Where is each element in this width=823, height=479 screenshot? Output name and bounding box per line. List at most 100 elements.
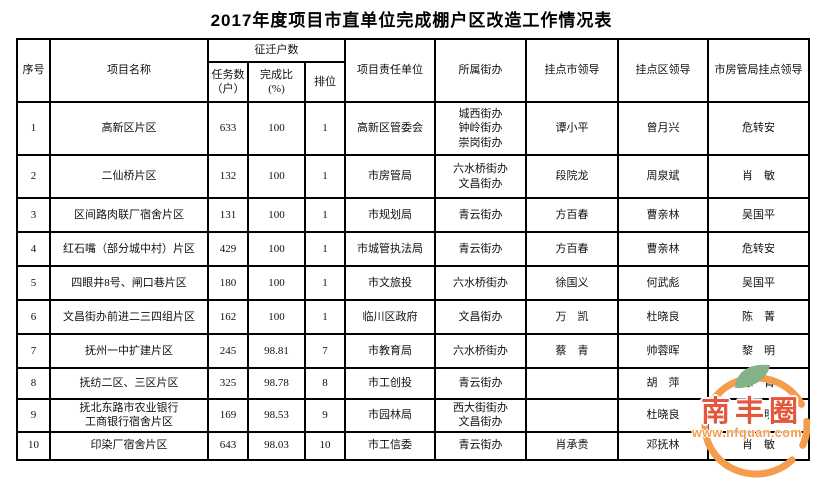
cell-city-leader — [525, 367, 620, 400]
header-serial: 序号 — [16, 38, 51, 103]
cell-city-leader: 方百春 — [525, 231, 620, 267]
table-row: 10 印染厂宿舍片区 643 98.03 10 市工信委 青云街办 肖承贵 邓抚林肖 敏 — [16, 430, 811, 461]
cell-responsible-unit: 市园林局 — [344, 398, 437, 433]
cell-task-count: 325 — [207, 367, 249, 400]
cell-district-leader: 曹亲林 — [617, 231, 710, 267]
table-body: 1 高新区片区 633 100 1 高新区管委会 城西街办 钟岭街办 崇岗街办 谭小平 曾月兴危… — [16, 101, 811, 461]
cell-street-office: 青云街办 — [434, 430, 528, 461]
cell-housing-bureau-leader: 危转安 — [707, 101, 811, 156]
cell-street-office: 青云街办 — [434, 197, 528, 233]
cell-completion-pct: 100 — [247, 299, 306, 335]
cell-housing-bureau-leader: 黎 明 — [707, 333, 811, 369]
cell-serial: 1 — [16, 101, 51, 156]
cell-housing-bureau-leader: 陈 菁 — [707, 367, 811, 400]
cell-city-leader: 谭小平 — [525, 101, 620, 156]
table-header: 序号 项目名称 征迁户数 项目责任单位 所属街办 挂点市领导 挂点区领导 市房管… — [16, 38, 811, 103]
cell-responsible-unit: 市工创投 — [344, 367, 437, 400]
cell-project-name: 抚北东路市农业银行 工商银行宿舍片区 — [49, 398, 209, 433]
cell-city-leader: 方百春 — [525, 197, 620, 233]
cell-project-name: 抚纺二区、三区片区 — [49, 367, 209, 400]
table-row: 2 二仙桥片区 132 100 1 市房管局 六水桥街办 文昌街办 段院龙 周泉斌肖 敏 — [16, 154, 811, 199]
projects-table: 序号 项目名称 征迁户数 项目责任单位 所属街办 挂点市领导 挂点区领导 市房管… — [16, 38, 811, 461]
cell-task-count: 162 — [207, 299, 249, 335]
cell-street-office: 六水桥街办 — [434, 265, 528, 301]
cell-project-name: 印染厂宿舍片区 — [49, 430, 209, 461]
cell-city-leader — [525, 398, 620, 433]
cell-city-leader: 肖承贵 — [525, 430, 620, 461]
cell-project-name: 高新区片区 — [49, 101, 209, 156]
cell-rank: 1 — [303, 101, 347, 156]
cell-serial: 9 — [16, 398, 51, 433]
cell-street-office: 城西街办 钟岭街办 崇岗街办 — [434, 101, 528, 156]
cell-completion-pct: 100 — [247, 101, 306, 156]
cell-district-leader: 曾月兴 — [617, 101, 710, 156]
cell-housing-bureau-leader: 陈 菁 — [707, 299, 811, 335]
cell-rank: 1 — [303, 197, 347, 233]
cell-street-office: 文昌街办 — [434, 299, 528, 335]
cell-task-count: 169 — [207, 398, 249, 433]
cell-responsible-unit: 市规划局 — [344, 197, 437, 233]
table-row: 3 区间路肉联厂宿舍片区 131 100 1 市规划局 青云街办 方百春 曹亲林 吴国平 — [16, 197, 811, 233]
cell-street-office: 青云街办 — [434, 367, 528, 400]
header-completion-pct: 完成比 (%) — [247, 61, 306, 103]
table-row: 4 红石嘴（部分城中村）片区 429 100 1 市城管执法局 青云街办 方百春 曹亲林 危转安 — [16, 231, 811, 267]
cell-housing-bureau-leader: 吴国平 — [707, 265, 811, 301]
cell-responsible-unit: 市文旅投 — [344, 265, 437, 301]
cell-completion-pct: 100 — [247, 231, 306, 267]
cell-city-leader: 徐国义 — [525, 265, 620, 301]
cell-project-name: 二仙桥片区 — [49, 154, 209, 199]
cell-project-name: 四眼井8号、闸口巷片区 — [49, 265, 209, 301]
cell-district-leader: 杜晓良 — [617, 299, 710, 335]
cell-serial: 8 — [16, 367, 51, 400]
page-title: 2017年度项目市直单位完成棚户区改造工作情况表 — [210, 11, 613, 30]
cell-project-name: 区间路肉联厂宿舍片区 — [49, 197, 209, 233]
cell-district-leader: 曹亲林 — [617, 197, 710, 233]
table-row: 1 高新区片区 633 100 1 高新区管委会 城西街办 钟岭街办 崇岗街办 谭小平 曾月兴危… — [16, 101, 811, 156]
header-project-name: 项目名称 — [49, 38, 209, 103]
table-row: 8 抚纺二区、三区片区 325 98.78 8 市工创投 青云街办胡 萍陈 菁 — [16, 367, 811, 400]
cell-rank: 1 — [303, 154, 347, 199]
cell-district-leader: 杜晓良 — [617, 398, 710, 433]
cell-project-name: 文昌街办前进二三四组片区 — [49, 299, 209, 335]
header-city-leader: 挂点市领导 — [525, 38, 620, 103]
cell-district-leader: 胡 萍 — [617, 367, 710, 400]
cell-rank: 1 — [303, 265, 347, 301]
cell-rank: 9 — [303, 398, 347, 433]
cell-rank: 7 — [303, 333, 347, 369]
cell-completion-pct: 98.81 — [247, 333, 306, 369]
cell-task-count: 245 — [207, 333, 249, 369]
cell-task-count: 132 — [207, 154, 249, 199]
header-street-office: 所属街办 — [434, 38, 528, 103]
cell-rank: 1 — [303, 231, 347, 267]
cell-serial: 10 — [16, 430, 51, 461]
cell-rank: 10 — [303, 430, 347, 461]
cell-task-count: 131 — [207, 197, 249, 233]
cell-project-name: 红石嘴（部分城中村）片区 — [49, 231, 209, 267]
cell-responsible-unit: 市工信委 — [344, 430, 437, 461]
cell-city-leader: 段院龙 — [525, 154, 620, 199]
cell-housing-bureau-leader: 肖 敏 — [707, 154, 811, 199]
cell-serial: 6 — [16, 299, 51, 335]
cell-responsible-unit: 临川区政府 — [344, 299, 437, 335]
cell-serial: 4 — [16, 231, 51, 267]
cell-street-office: 六水桥街办 — [434, 333, 528, 369]
cell-housing-bureau-leader: 黎 明 — [707, 398, 811, 433]
cell-housing-bureau-leader: 危转安 — [707, 231, 811, 267]
cell-completion-pct: 100 — [247, 197, 306, 233]
cell-district-leader: 何武彪 — [617, 265, 710, 301]
header-housing-bureau-leader: 市房管局挂点领导 — [707, 38, 811, 103]
cell-task-count: 429 — [207, 231, 249, 267]
cell-project-name: 抚州一中扩建片区 — [49, 333, 209, 369]
cell-housing-bureau-leader: 肖 敏 — [707, 430, 811, 461]
cell-serial: 7 — [16, 333, 51, 369]
cell-street-office: 六水桥街办 文昌街办 — [434, 154, 528, 199]
cell-district-leader: 邓抚林 — [617, 430, 710, 461]
cell-task-count: 633 — [207, 101, 249, 156]
cell-rank: 1 — [303, 299, 347, 335]
cell-serial: 3 — [16, 197, 51, 233]
cell-housing-bureau-leader: 吴国平 — [707, 197, 811, 233]
header-rank: 排位 — [303, 61, 347, 103]
cell-completion-pct: 98.03 — [247, 430, 306, 461]
table-row: 9 抚北东路市农业银行 工商银行宿舍片区 169 98.53 9 市园林局 西大街街办 文昌… — [16, 398, 811, 433]
cell-serial: 2 — [16, 154, 51, 199]
